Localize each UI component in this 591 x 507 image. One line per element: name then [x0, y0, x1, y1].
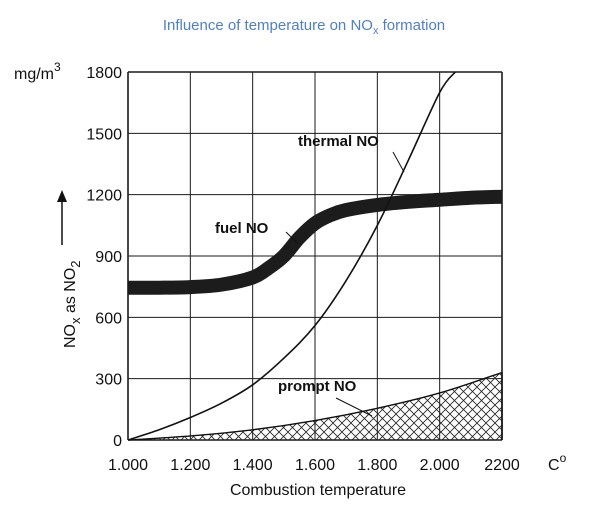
y-unit: mg/m3 [14, 60, 61, 83]
series-thermal-no [127, 71, 456, 441]
y-tick-label: 300 [95, 372, 122, 389]
series-fuel-no [127, 189, 503, 295]
leader-fuel-no [285, 231, 299, 245]
leader-thermal-no [392, 151, 405, 173]
y-axis-label: NOx as NO2 [62, 260, 83, 348]
series-prompt-no [127, 371, 503, 441]
y-tick-label: 900 [95, 249, 122, 266]
prompt-no-hatch [128, 372, 502, 440]
x-tick-label: 1.400 [233, 457, 273, 474]
x-axis-label: Combustion temperature [230, 482, 406, 499]
x-tick-label: 1.000 [108, 457, 148, 474]
grid [127, 71, 503, 441]
chart-title: Influence of temperature on NOx formatio… [163, 17, 445, 37]
y-tick-label: 0 [113, 433, 122, 450]
label-prompt-no: prompt NO [278, 378, 357, 395]
leader-prompt-no [335, 397, 373, 417]
y-axis-arrow [57, 190, 67, 245]
x-tick-labels: 1.000 1.200 1.400 1.600 1.800 2.000 2200 [108, 457, 520, 474]
y-tick-label: 1500 [86, 126, 122, 143]
prompt-no-area [128, 372, 502, 440]
label-thermal-no: thermal NO [298, 133, 379, 150]
y-tick-label: 600 [95, 310, 122, 327]
x-tick-label: 1.800 [357, 457, 397, 474]
y-tick-label: 1200 [86, 188, 122, 205]
x-tick-label: 1.200 [170, 457, 210, 474]
x-tick-label: 2.000 [420, 457, 460, 474]
x-unit: Co [548, 451, 567, 474]
x-tick-label: 1.600 [295, 457, 335, 474]
y-tick-label: 1800 [86, 65, 122, 82]
label-fuel-no: fuel NO [215, 220, 269, 237]
x-tick-label: 2200 [484, 457, 520, 474]
y-tick-labels: 0 300 600 900 1200 1500 1800 [86, 65, 122, 450]
curves [127, 71, 503, 441]
